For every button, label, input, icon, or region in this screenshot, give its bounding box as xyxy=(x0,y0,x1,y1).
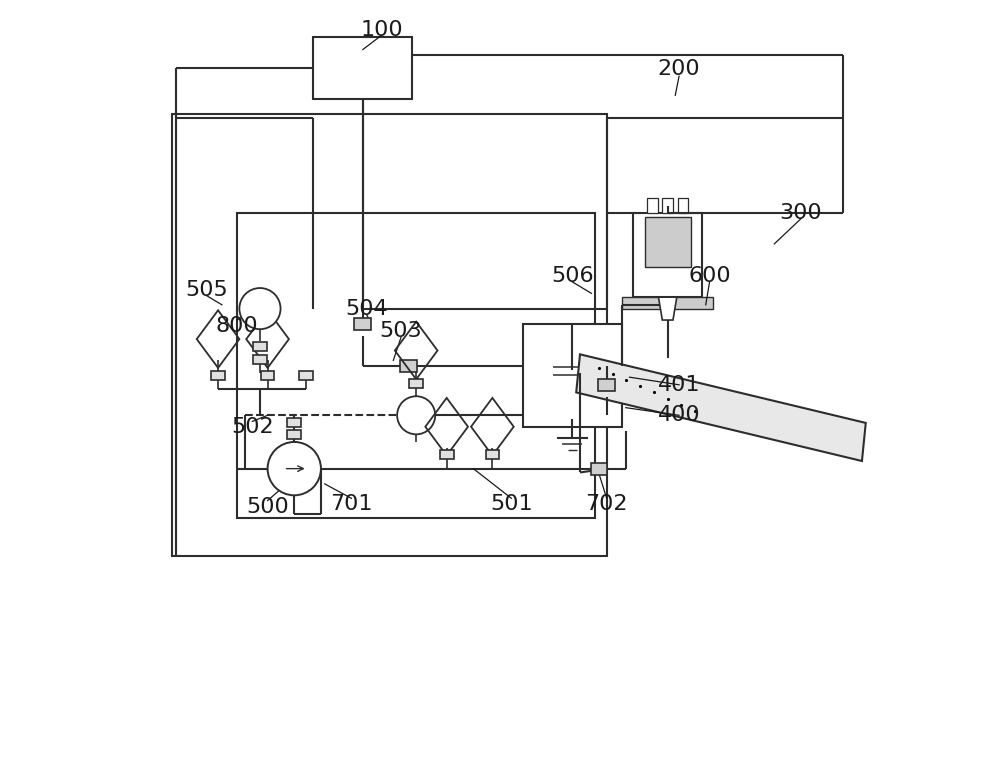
Text: 702: 702 xyxy=(585,495,628,514)
Bar xyxy=(598,379,615,391)
Bar xyxy=(440,450,454,459)
Bar xyxy=(287,418,301,427)
Text: 505: 505 xyxy=(185,280,228,299)
Bar xyxy=(253,342,267,351)
Bar xyxy=(261,371,274,380)
Bar xyxy=(633,213,702,297)
Text: 300: 300 xyxy=(780,203,822,223)
Bar xyxy=(591,463,607,475)
Bar xyxy=(172,114,607,556)
Text: 506: 506 xyxy=(551,266,594,286)
Bar xyxy=(409,398,423,407)
Text: 401: 401 xyxy=(658,375,700,395)
Bar xyxy=(237,213,595,518)
Polygon shape xyxy=(576,354,866,461)
Text: 701: 701 xyxy=(330,495,373,514)
Text: 800: 800 xyxy=(216,316,258,336)
Text: 504: 504 xyxy=(345,299,388,319)
Bar xyxy=(354,318,371,330)
Bar xyxy=(662,198,673,213)
Text: 500: 500 xyxy=(246,497,289,517)
Bar xyxy=(299,371,313,380)
Text: 200: 200 xyxy=(658,59,700,78)
Text: 503: 503 xyxy=(380,322,422,341)
Bar xyxy=(409,379,423,388)
Bar xyxy=(287,430,301,439)
Bar xyxy=(645,217,690,267)
Circle shape xyxy=(239,288,281,329)
Bar xyxy=(313,37,412,99)
Bar xyxy=(523,324,622,427)
Bar xyxy=(678,198,688,213)
Bar xyxy=(253,355,267,364)
Text: 100: 100 xyxy=(361,21,403,40)
Bar xyxy=(647,198,658,213)
Bar xyxy=(486,450,499,459)
Circle shape xyxy=(268,442,321,495)
Bar xyxy=(400,360,417,372)
Circle shape xyxy=(397,396,435,434)
Bar xyxy=(211,371,225,380)
Text: 400: 400 xyxy=(658,405,700,425)
Text: 502: 502 xyxy=(231,417,274,437)
Bar xyxy=(622,297,713,309)
Text: 501: 501 xyxy=(490,495,533,514)
Polygon shape xyxy=(658,297,677,320)
Text: 600: 600 xyxy=(688,266,731,286)
